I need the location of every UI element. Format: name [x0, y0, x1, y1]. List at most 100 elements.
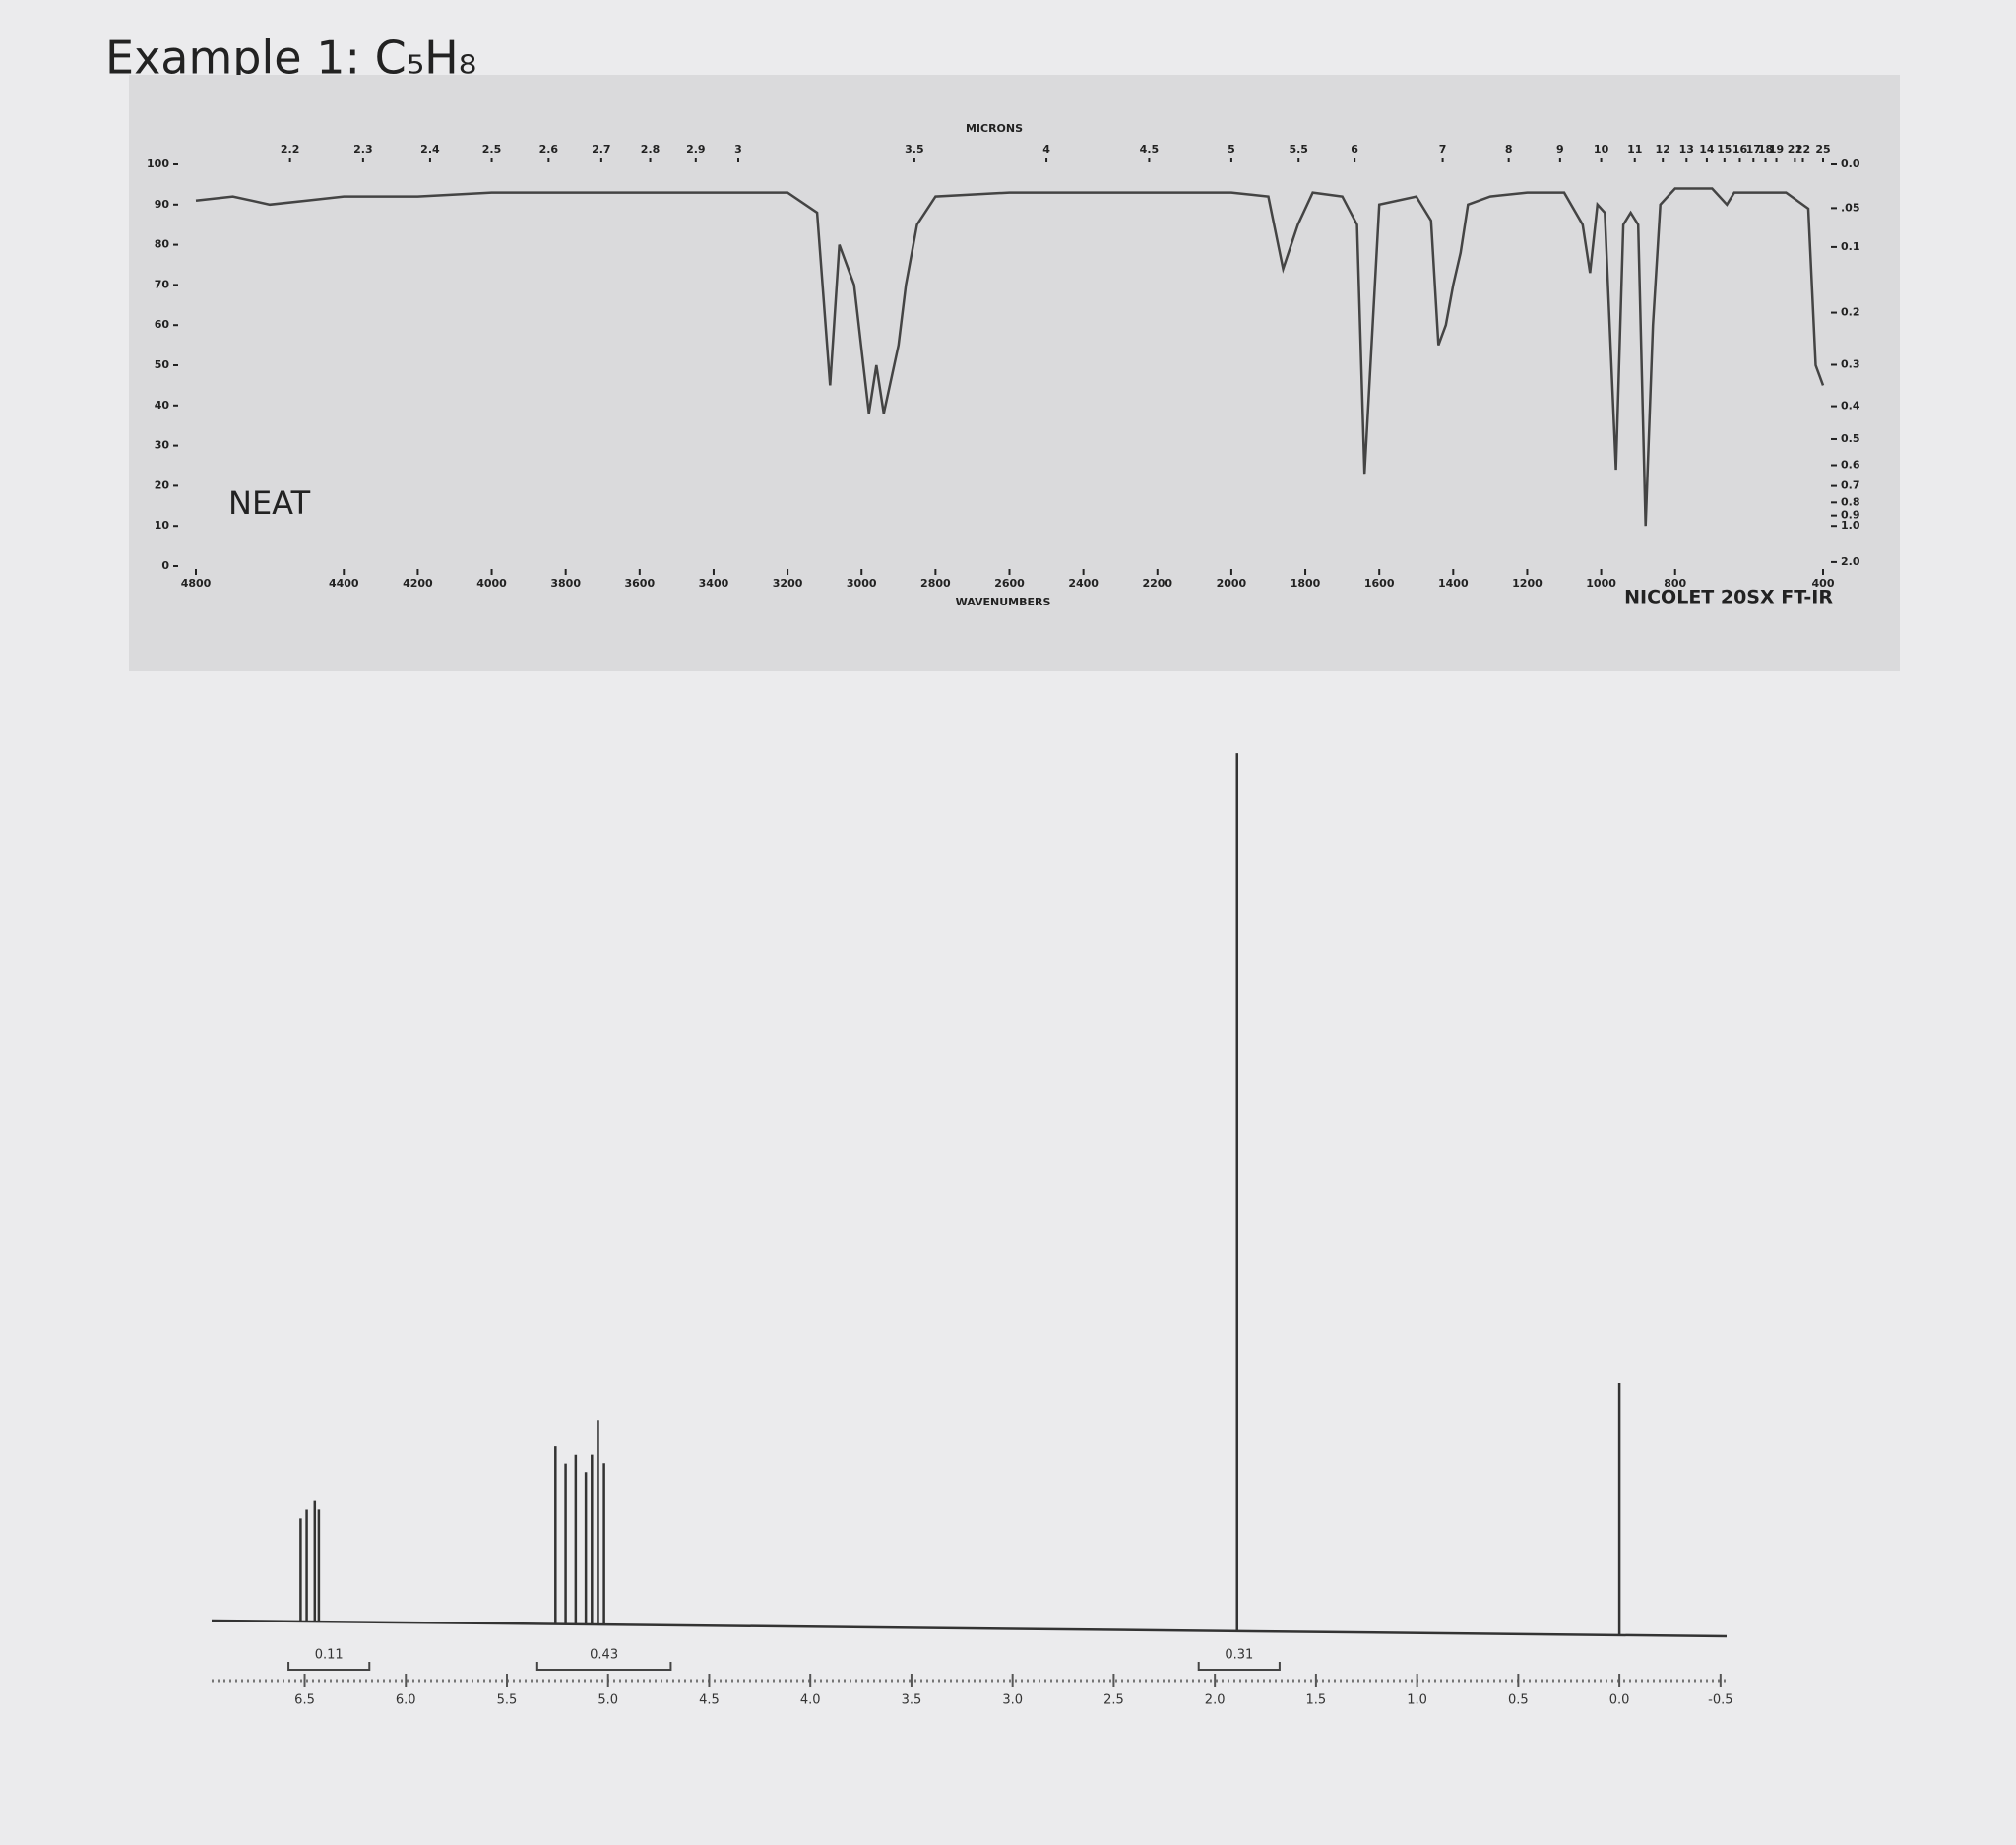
x-tick-label: 2600: [994, 577, 1025, 590]
x2-axis-label: MICRONS: [966, 122, 1023, 135]
x2-tick-label: 12: [1656, 143, 1670, 156]
x2-tick-label: 4: [1042, 143, 1050, 156]
x-tick-label: 1000: [1586, 577, 1616, 590]
x-tick-label: 3.0: [1002, 1693, 1023, 1708]
x2-tick-label: 2.2: [281, 143, 300, 156]
y-tick-label: 70: [155, 278, 170, 290]
integral-bracket: [287, 1662, 371, 1671]
y-tick-label: 30: [155, 439, 170, 452]
x-tick-label: 1.0: [1407, 1693, 1427, 1708]
x-tick-label: 400: [1812, 577, 1835, 590]
x2-tick-label: 2.3: [353, 143, 373, 156]
x2-tick-label: 11: [1627, 143, 1642, 156]
x2-tick-label: 5.5: [1289, 143, 1308, 156]
integral-label: 0.11: [315, 1648, 344, 1663]
y-tick-label: 0: [161, 559, 169, 572]
x-tick-label: 1.5: [1306, 1693, 1327, 1708]
ir-panel: [129, 75, 1900, 671]
y-tick-label: 20: [155, 478, 170, 491]
x2-tick-label: 10: [1594, 143, 1609, 156]
x-axis-label: WAVENUMBERS: [956, 596, 1051, 608]
y2-tick-label: 0.4: [1841, 400, 1860, 413]
x-tick-label: 4200: [403, 577, 433, 590]
x-tick-label: 1400: [1438, 577, 1469, 590]
y2-tick-label: 0.5: [1841, 432, 1860, 445]
integral-bracket: [1197, 1662, 1281, 1671]
x2-tick-label: 3: [734, 143, 742, 156]
annotation: NEAT: [228, 484, 311, 522]
y2-tick-label: 0.9: [1841, 509, 1860, 522]
x-tick-label: 1800: [1291, 577, 1321, 590]
x-tick-label: 0.5: [1508, 1693, 1529, 1708]
x-tick-label: 3200: [773, 577, 803, 590]
y-tick-label: 10: [155, 519, 170, 532]
x-tick-label: 2.5: [1103, 1693, 1124, 1708]
x-tick-label: 2400: [1068, 577, 1099, 590]
y2-tick-label: .05: [1841, 201, 1860, 214]
x-tick-label: 4.5: [699, 1693, 720, 1708]
y-tick-label: 60: [155, 318, 170, 331]
x-tick-label: 1600: [1364, 577, 1395, 590]
x-tick-label: 2800: [920, 577, 951, 590]
baseline: [211, 1619, 1728, 1638]
x-tick-label: 2200: [1142, 577, 1172, 590]
x2-tick-label: 4.5: [1140, 143, 1160, 156]
x2-tick-label: 5: [1228, 143, 1235, 156]
x2-tick-label: 17: [1746, 143, 1761, 156]
x-tick-label: 1200: [1512, 577, 1543, 590]
x-tick-label: 6.0: [396, 1693, 416, 1708]
x2-tick-label: 22: [1796, 143, 1810, 156]
x-tick-label: 2000: [1217, 577, 1247, 590]
x-tick-label: 0.0: [1609, 1693, 1630, 1708]
x2-tick-label: 3.5: [905, 143, 924, 156]
x2-tick-label: 7: [1439, 143, 1447, 156]
x-tick-label: 4.0: [800, 1693, 821, 1708]
y2-tick-label: 0.2: [1841, 306, 1860, 319]
x2-tick-label: 9: [1556, 143, 1564, 156]
y-tick-label: 40: [155, 399, 170, 412]
x-tick-label: 4800: [181, 577, 212, 590]
y2-tick-label: 0.7: [1841, 479, 1860, 492]
x-tick-label: 4000: [476, 577, 507, 590]
x-tick-label: 6.5: [294, 1693, 315, 1708]
x-tick-label: 3400: [699, 577, 729, 590]
x-tick-label: 3000: [847, 577, 877, 590]
y2-tick-label: 0.1: [1841, 240, 1860, 253]
x2-tick-label: 2.9: [686, 143, 706, 156]
y2-tick-label: 0.3: [1841, 358, 1860, 371]
x2-tick-label: 2.7: [592, 143, 611, 156]
x-tick-label: 5.5: [497, 1693, 518, 1708]
x2-tick-label: 2.8: [641, 143, 661, 156]
y-tick-label: 90: [155, 198, 170, 211]
y-tick-label: 100: [147, 158, 169, 170]
x-tick-label: 4400: [329, 577, 359, 590]
x-tick-label: 800: [1664, 577, 1686, 590]
x2-tick-label: 13: [1679, 143, 1694, 156]
ir-spectrum: [195, 187, 1825, 527]
x2-tick-label: 16: [1732, 143, 1748, 156]
x2-tick-label: 25: [1815, 143, 1830, 156]
y-tick-label: 80: [155, 238, 170, 251]
x2-tick-label: 14: [1699, 143, 1715, 156]
integral-label: 0.31: [1225, 1648, 1253, 1663]
y2-tick-label: 2.0: [1841, 555, 1860, 568]
x2-tick-label: 2.4: [420, 143, 440, 156]
x-tick-label: 3.5: [902, 1693, 922, 1708]
y2-tick-label: 0.6: [1841, 459, 1860, 472]
x-tick-label: -0.5: [1708, 1693, 1732, 1708]
x2-tick-label: 6: [1351, 143, 1358, 156]
annotation: NICOLET 20SX FT-IR: [1624, 587, 1833, 608]
x-tick-label: 2.0: [1205, 1693, 1226, 1708]
x2-tick-label: 19: [1769, 143, 1784, 156]
y-tick-label: 50: [155, 358, 170, 371]
y2-tick-label: 1.0: [1841, 519, 1860, 532]
x-tick-label: 3600: [625, 577, 656, 590]
y2-tick-label: 0.0: [1841, 158, 1860, 170]
y2-tick-label: 0.8: [1841, 495, 1860, 508]
integral-label: 0.43: [590, 1648, 618, 1663]
integral-bracket: [536, 1662, 672, 1671]
x2-tick-label: 21: [1788, 143, 1802, 156]
x2-tick-label: 2.6: [539, 143, 559, 156]
